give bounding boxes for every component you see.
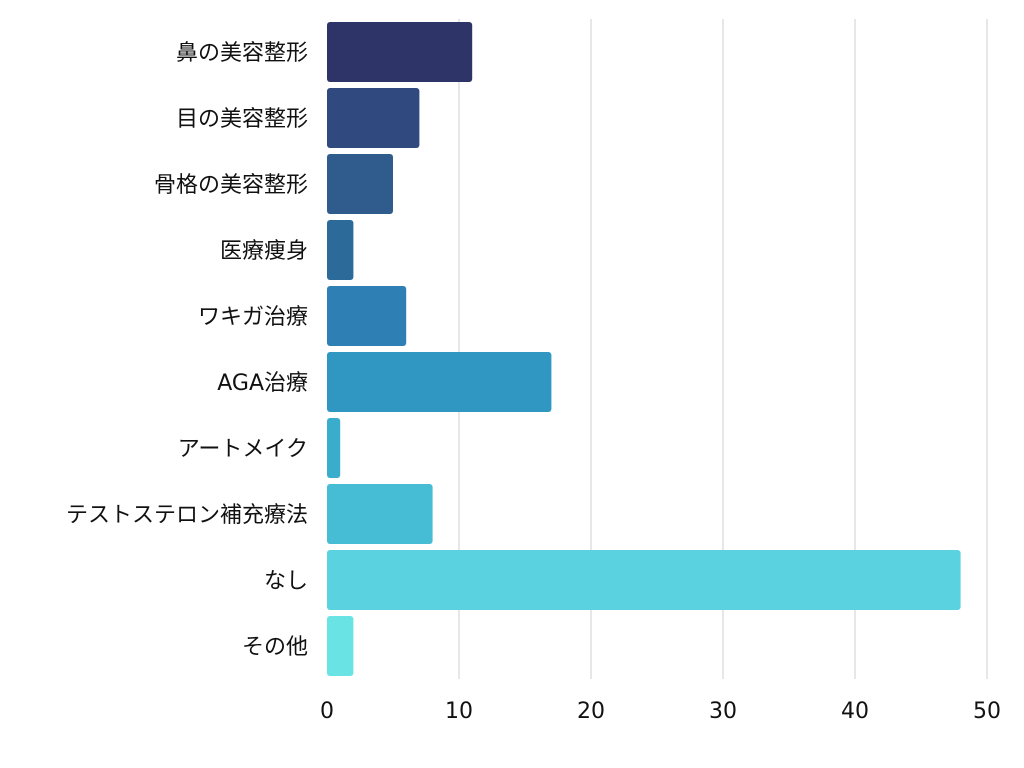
- bar-1[interactable]: [327, 88, 419, 148]
- x-tick-label: 0: [320, 699, 334, 724]
- x-tick-label: 20: [577, 699, 605, 724]
- bar-5[interactable]: [327, 352, 551, 412]
- category-label: ワキガ治療: [198, 305, 308, 330]
- bar-2[interactable]: [327, 154, 393, 214]
- category-label: 医療痩身: [220, 239, 308, 264]
- x-tick-label: 30: [709, 699, 737, 724]
- category-label: その他: [242, 635, 308, 660]
- category-label: 鼻の美容整形: [176, 41, 308, 66]
- category-label: なし: [264, 569, 308, 594]
- bar-4[interactable]: [327, 286, 406, 346]
- bar-layer: [327, 22, 961, 676]
- x-tick-label: 10: [445, 699, 473, 724]
- category-label: 目の美容整形: [176, 107, 308, 132]
- bar-0[interactable]: [327, 22, 472, 82]
- category-label: AGA治療: [217, 371, 308, 396]
- bar-9[interactable]: [327, 616, 353, 676]
- bar-8[interactable]: [327, 550, 961, 610]
- bar-3[interactable]: [327, 220, 353, 280]
- category-label: テストステロン補充療法: [66, 503, 308, 528]
- bar-6[interactable]: [327, 418, 340, 478]
- category-label: 骨格の美容整形: [154, 173, 308, 198]
- x-tick-layer: 0 10 20 30 40 50: [320, 699, 1001, 724]
- bar-7[interactable]: [327, 484, 433, 544]
- x-tick-label: 40: [841, 699, 869, 724]
- category-label: アートメイク: [178, 437, 308, 462]
- x-tick-label: 50: [973, 699, 1001, 724]
